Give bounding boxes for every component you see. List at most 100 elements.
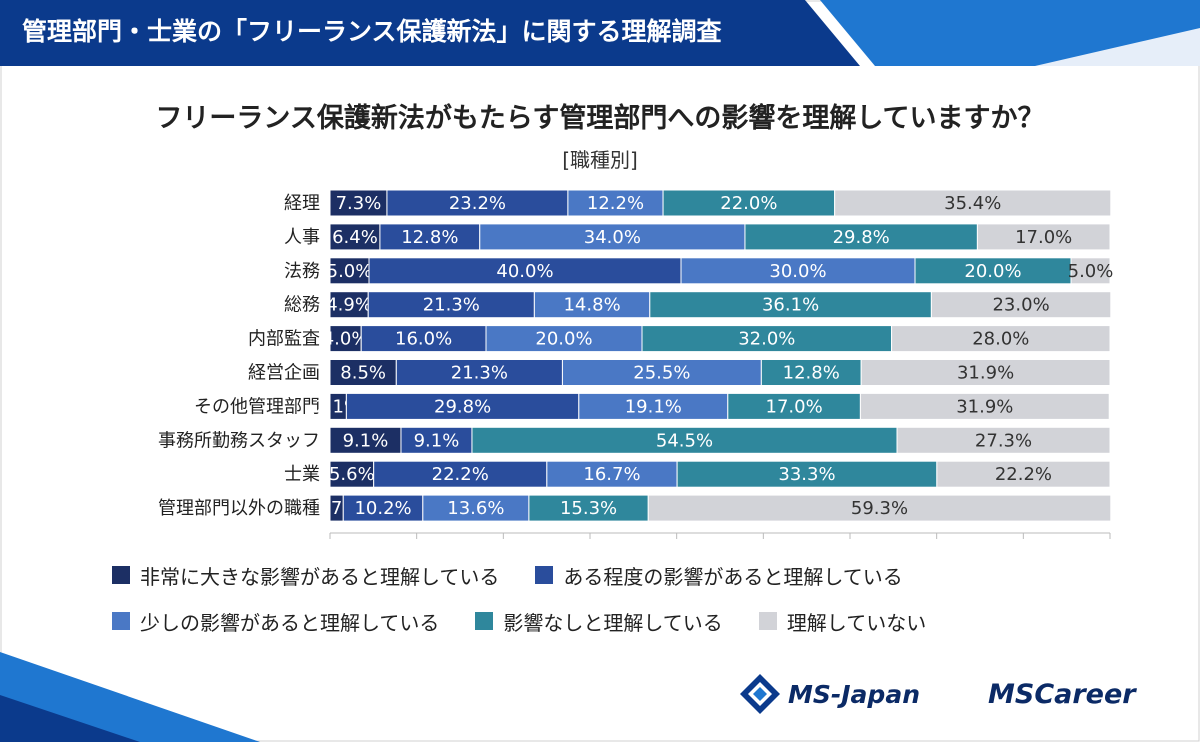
bar-segment: [896, 426, 1111, 454]
bar-segment: [329, 359, 397, 386]
bar-segment: [680, 257, 916, 285]
data-label: 12.2%: [587, 193, 644, 214]
legend-label: 影響なしと理解している: [503, 610, 723, 635]
bar-segment: [329, 426, 402, 454]
header-banner-accent: [820, 0, 1200, 66]
banner-title: 管理部門・士業の「フリーランス保護新法」に関する理解調査: [22, 17, 722, 46]
bar-segment: [727, 392, 861, 420]
data-label: 16.7%: [583, 464, 640, 485]
data-label: 5.6%: [329, 464, 375, 485]
legend-item: 理解していない: [758, 607, 927, 636]
data-label: 4.0%: [323, 329, 369, 350]
bar-segment: [834, 189, 1112, 217]
legend-swatch: [535, 566, 554, 584]
category-label: 法務: [284, 261, 320, 282]
legend-item: 少しの影響があると理解している: [112, 607, 439, 636]
data-label: 23.2%: [449, 193, 506, 214]
chart-title: フリーランス保護新法がもたらす管理部門への影響を理解していますか？: [155, 103, 1045, 134]
ms-japan-logo: MS-Japan: [738, 672, 920, 716]
ms-career-logo: MSCareer: [988, 672, 1136, 716]
data-label: 7.3%: [336, 193, 382, 214]
bar-segment: [976, 223, 1111, 251]
legend-label: ある程度の影響があると理解している: [563, 564, 903, 589]
bar-segment: [329, 325, 362, 353]
bar-segment: [930, 291, 1112, 319]
bar-segment: [528, 494, 649, 522]
legend-label: 非常に大きな影響があると理解している: [140, 564, 500, 589]
data-label: 31.9%: [957, 363, 1014, 384]
category-label: 経営企画: [248, 363, 320, 384]
chart-legend: 非常に大きな影響があると理解している ある程度の影響があると理解している少しの影響…: [112, 562, 1112, 654]
data-label: 9.1%: [414, 430, 460, 451]
data-label: 5.0%: [327, 261, 373, 282]
data-label: 29.8%: [434, 396, 491, 417]
data-label: 17.0%: [766, 396, 823, 417]
category-label: その他管理部門: [194, 396, 320, 417]
data-label: 10.2%: [354, 498, 411, 519]
legend-swatch: [475, 612, 494, 630]
legend-swatch: [112, 566, 130, 584]
bar-segment: [760, 359, 862, 386]
bar-segment: [1070, 257, 1111, 285]
legend-row: 非常に大きな影響があると理解している ある程度の影響があると理解している: [112, 561, 1112, 590]
category-label: 管理部門以外の職種: [158, 498, 320, 519]
bar-segment: [649, 291, 932, 319]
data-label: 5.0%: [1068, 261, 1114, 282]
data-label: 13.6%: [447, 498, 504, 519]
data-label: 4.9%: [326, 295, 372, 316]
data-label: 21.3%: [451, 363, 508, 384]
corner-decoration-dark: [0, 695, 140, 742]
bar-segment: [859, 392, 1110, 420]
data-label: 19.1%: [625, 396, 682, 417]
bar-segment: [662, 189, 836, 217]
bar-segment: [367, 291, 535, 319]
bar-segment: [329, 189, 388, 217]
data-label: 20.0%: [964, 261, 1021, 282]
data-label: 12.8%: [401, 227, 458, 248]
legend-item: 非常に大きな影響があると理解している: [112, 561, 499, 590]
data-label: 25.5%: [633, 363, 690, 384]
ms-career-logo-text: MSCareer: [988, 678, 1136, 710]
legend-item: ある程度の影響があると理解している: [535, 561, 903, 590]
data-label: 40.0%: [496, 261, 553, 282]
bar-segment: [329, 291, 369, 319]
bar-segment: [386, 189, 569, 217]
data-label: 16.0%: [395, 329, 452, 350]
data-label: 22.0%: [720, 193, 777, 214]
data-label: 12.8%: [783, 363, 840, 384]
data-label: 22.2%: [432, 464, 489, 485]
legend-label: 理解していない: [786, 610, 927, 635]
header-banner: [0, 0, 860, 66]
category-label: 士業: [284, 464, 320, 485]
data-label: 15.3%: [560, 498, 617, 519]
data-label: 59.3%: [851, 498, 908, 519]
data-label: 30.0%: [769, 261, 826, 282]
bar-segment: [546, 460, 678, 488]
ms-japan-logo-text: MS-Japan: [788, 679, 920, 709]
data-label: 34.0%: [584, 227, 641, 248]
data-label: 32.0%: [738, 329, 795, 350]
bar-segment: [360, 325, 487, 353]
header-decoration: [1035, 28, 1200, 66]
data-label: 35.4%: [944, 193, 1001, 214]
bar-segment: [471, 426, 898, 454]
data-label: 28.0%: [972, 329, 1029, 350]
bar-segment: [936, 460, 1111, 488]
bar-segment: [647, 494, 1112, 522]
category-label: 総務: [284, 295, 320, 316]
legend-swatch: [112, 612, 130, 630]
bar-segment: [329, 223, 381, 251]
data-label: 14.8%: [563, 295, 620, 316]
data-label: 31.9%: [956, 396, 1013, 417]
category-label: 内部監査: [248, 329, 320, 350]
legend-swatch: [758, 612, 777, 630]
data-label: 8.5%: [340, 363, 386, 384]
ms-japan-logo-icon: [740, 674, 780, 714]
data-label: 36.1%: [762, 295, 819, 316]
bar-segment: [891, 325, 1111, 353]
category-label: 事務所勤務スタッフ: [158, 430, 320, 451]
data-label: 29.8%: [833, 227, 890, 248]
data-label: 22.2%: [995, 464, 1052, 485]
